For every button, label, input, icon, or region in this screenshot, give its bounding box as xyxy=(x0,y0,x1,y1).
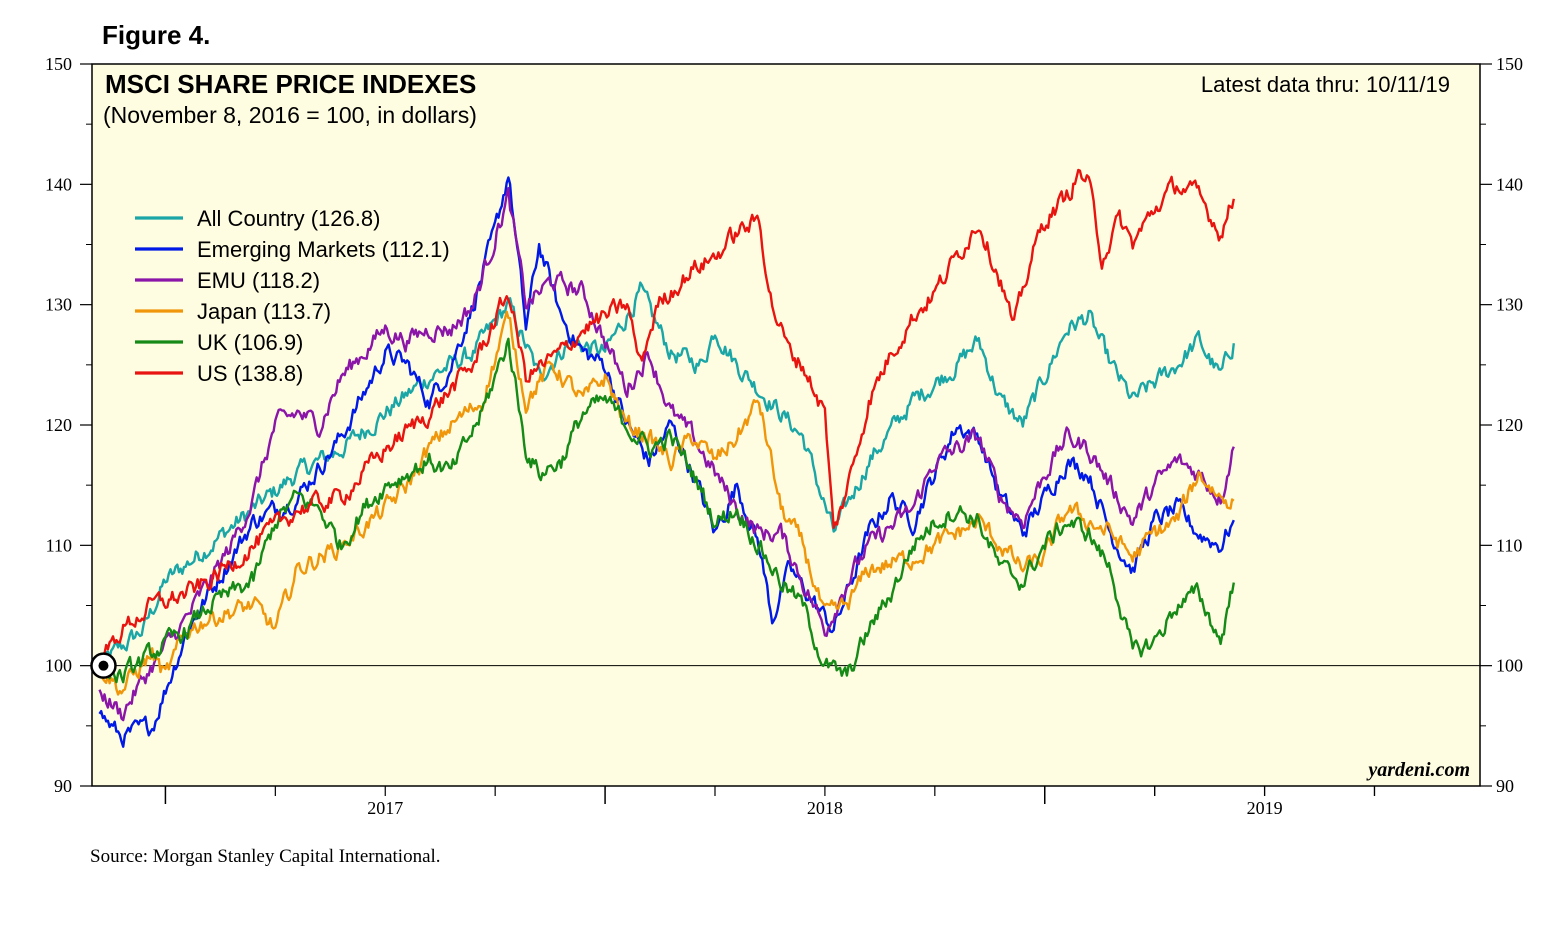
x-tick-label-2017: 2017 xyxy=(367,798,403,818)
legend-label: Emerging Markets (112.1) xyxy=(197,237,450,262)
series-line-emerging-markets xyxy=(98,176,1235,748)
plot-area xyxy=(91,63,1481,787)
y-tick-label-left: 150 xyxy=(45,54,72,74)
y-tick-label-left: 140 xyxy=(45,174,72,194)
legend-label: EMU (118.2) xyxy=(197,268,320,293)
legend-label: UK (106.9) xyxy=(197,330,303,355)
y-tick-label-right: 90 xyxy=(1496,776,1514,796)
y-tick-label-right: 120 xyxy=(1496,415,1523,435)
legend: All Country (126.8) Emerging Markets (112… xyxy=(135,206,450,386)
y-tick-label-left: 120 xyxy=(45,415,72,435)
y-tick-label-left: 90 xyxy=(54,776,72,796)
y-tick-label-right: 130 xyxy=(1496,295,1523,315)
series-line-us xyxy=(98,168,1235,671)
latest-data-note: Latest data thru: 10/11/19 xyxy=(1201,72,1450,97)
y-tick-label-left: 100 xyxy=(45,656,72,676)
series-line-japan xyxy=(98,310,1235,696)
figure-label: Figure 4. xyxy=(102,20,211,50)
legend-label: Japan (113.7) xyxy=(197,299,331,324)
x-tick-label-2019: 2019 xyxy=(1247,798,1283,818)
y-tick-label-right: 140 xyxy=(1496,174,1523,194)
legend-label: US (138.8) xyxy=(197,361,303,386)
series-line-all-country xyxy=(98,281,1235,669)
y-tick-label-left: 110 xyxy=(46,535,72,555)
y-tick-label-left: 130 xyxy=(45,295,72,315)
y-tick-label-right: 110 xyxy=(1496,535,1522,555)
series-line-emu xyxy=(98,186,1235,722)
chart-title: MSCI SHARE PRICE INDEXES xyxy=(105,69,476,99)
source-note: Source: Morgan Stanley Capital Internati… xyxy=(90,846,441,867)
legend-label: All Country (126.8) xyxy=(197,206,380,231)
brand-watermark: yardeni.com xyxy=(1366,759,1470,781)
marker-dot xyxy=(98,660,109,671)
y-tick-label-right: 150 xyxy=(1496,54,1523,74)
chart-subtitle: (November 8, 2016 = 100, in dollars) xyxy=(103,102,477,128)
y-tick-label-right: 100 xyxy=(1496,656,1523,676)
series-line-uk xyxy=(98,337,1235,684)
x-tick-label-2018: 2018 xyxy=(807,798,843,818)
base-date-marker xyxy=(90,652,117,679)
